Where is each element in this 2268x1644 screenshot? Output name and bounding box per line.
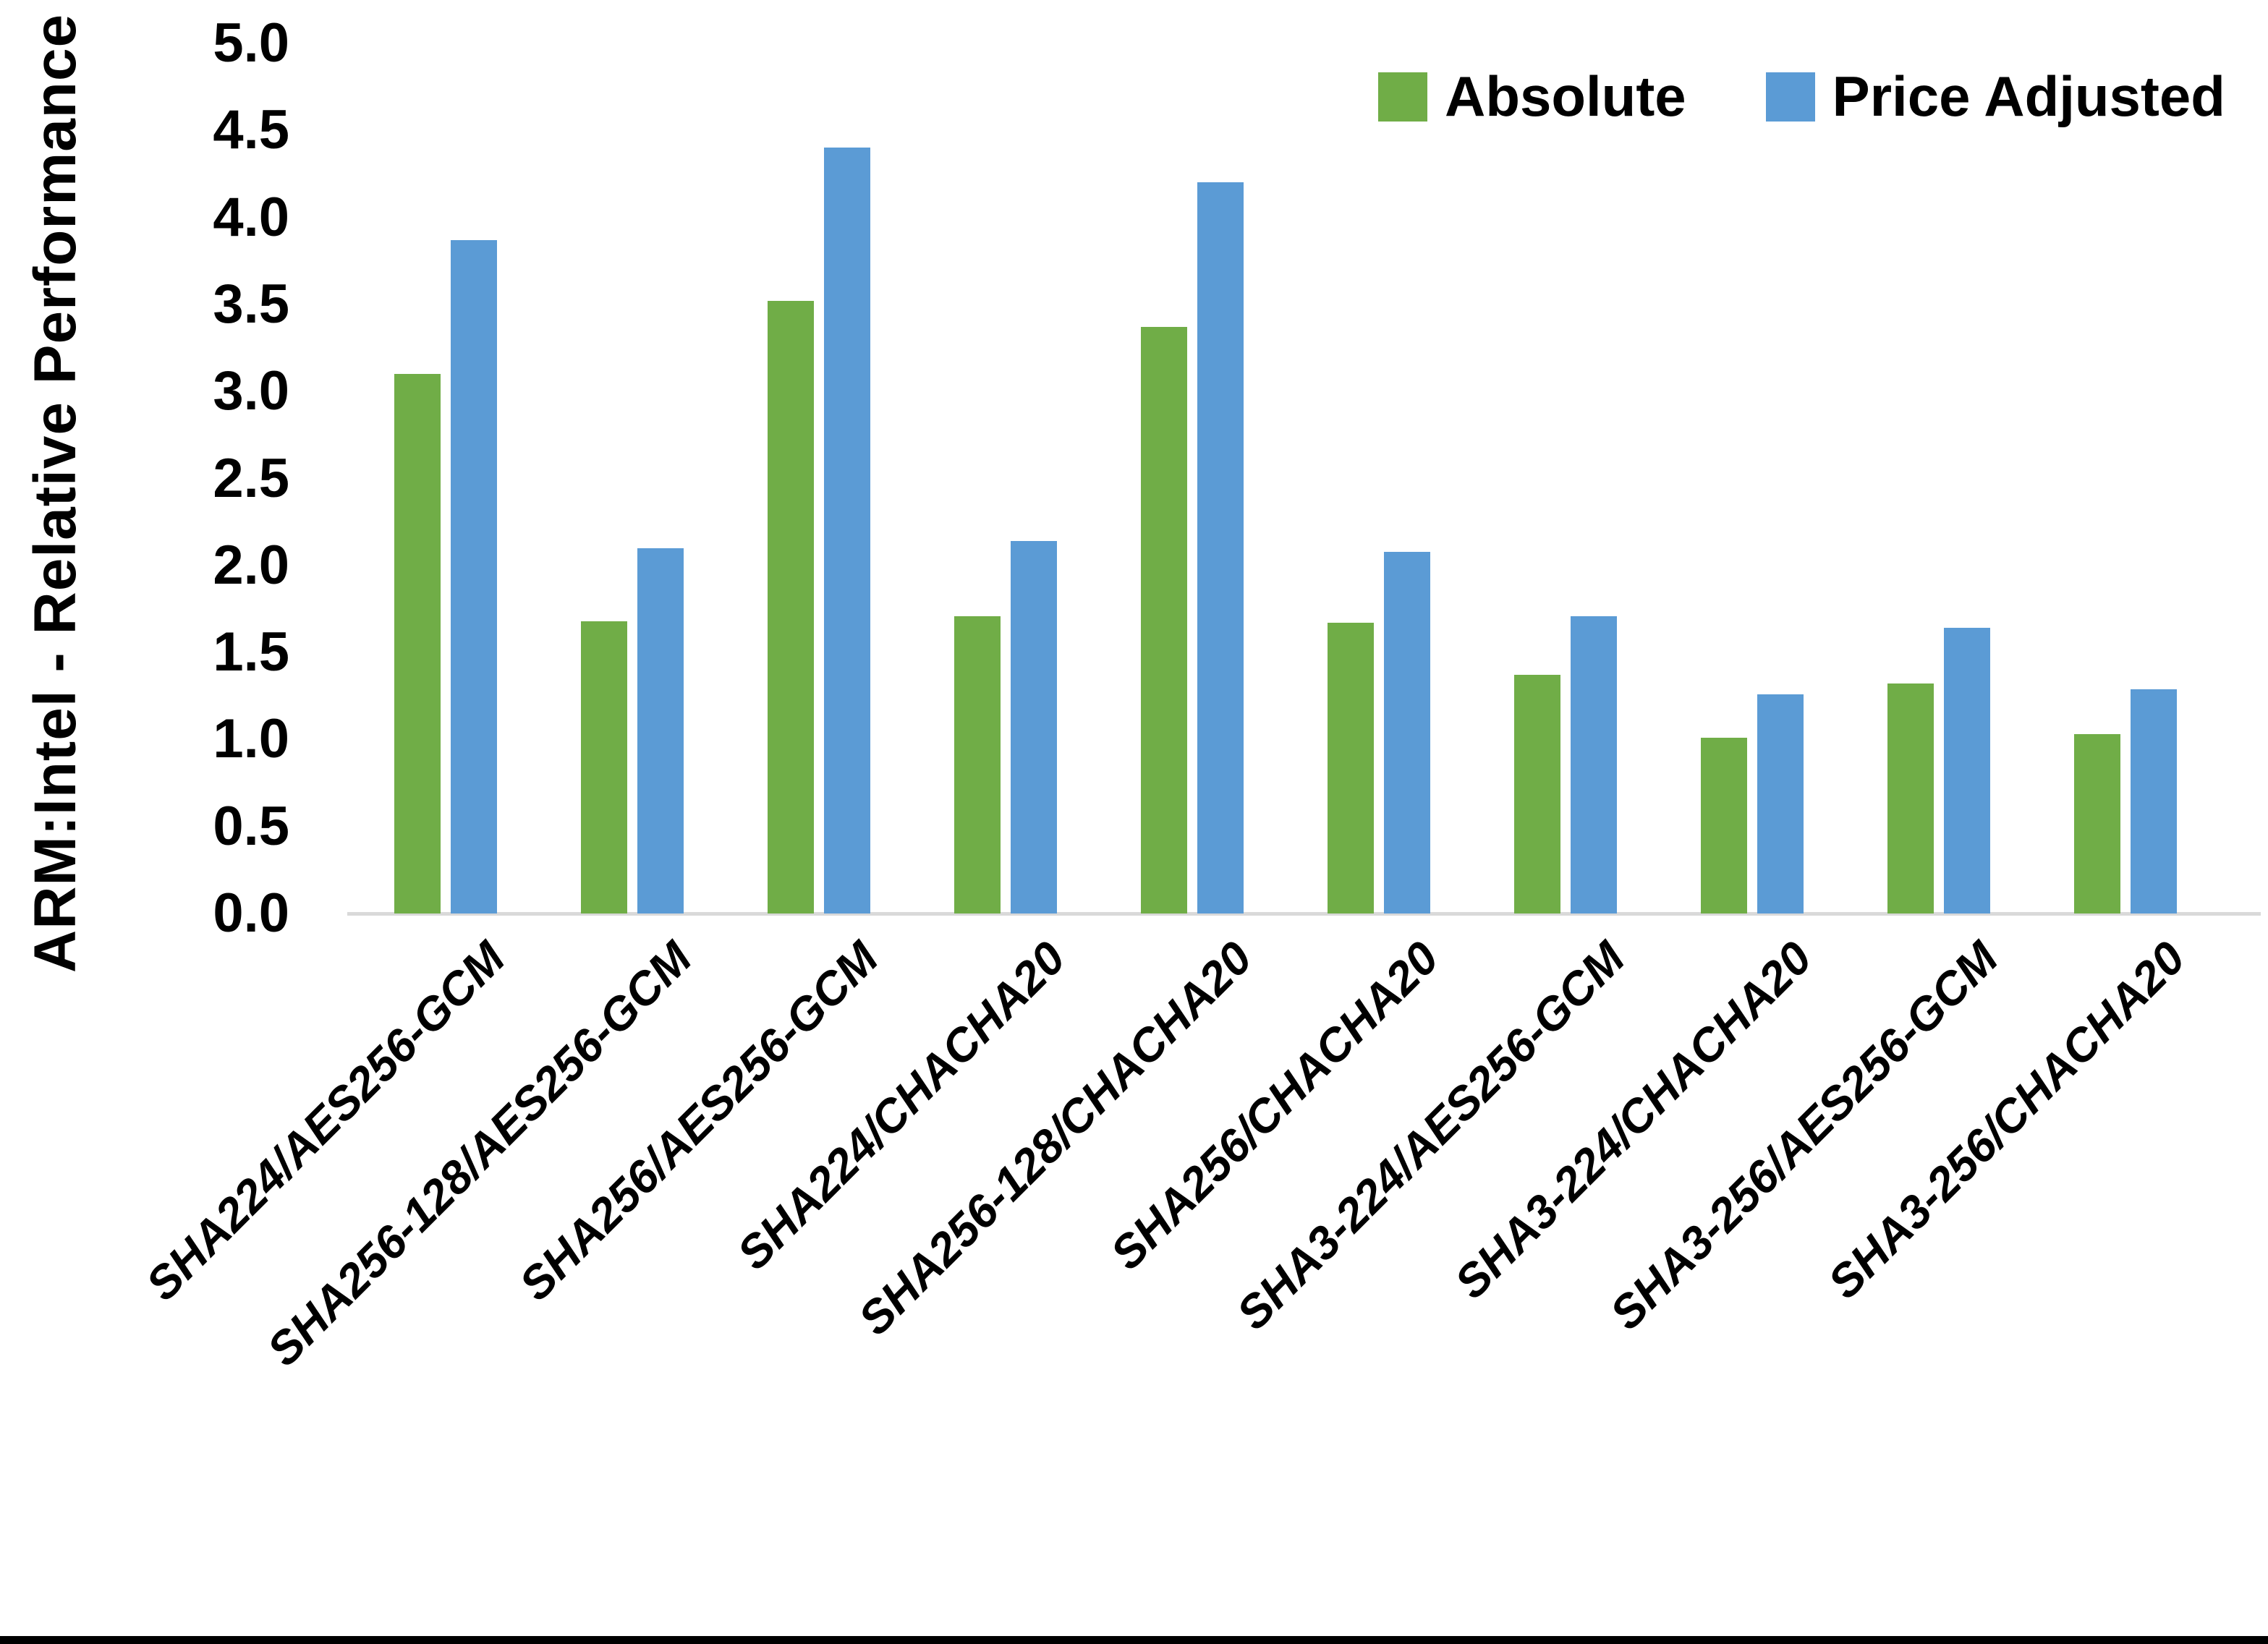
bar-price-adjusted <box>451 239 497 913</box>
y-tick-label: 3.0 <box>213 360 289 422</box>
y-tick-label: 1.5 <box>213 621 289 683</box>
y-tick-label: 3.5 <box>213 273 289 335</box>
x-category-label: SHA3-224/AES256-GCM <box>1226 932 1635 1340</box>
x-category-label: SHA3-256/AES256-GCM <box>1600 932 2008 1340</box>
bar-absolute <box>1328 623 1374 913</box>
bar-absolute <box>1887 683 1934 913</box>
legend: Absolute Price Adjusted <box>1378 64 2225 129</box>
bar-absolute <box>1141 327 1187 913</box>
bar-price-adjusted <box>1011 541 1057 913</box>
y-tick-label: 0.0 <box>213 882 289 944</box>
bar-price-adjusted <box>1384 551 1430 913</box>
x-category-label: SHA256-128/CHACHA20 <box>848 932 1262 1345</box>
legend-swatch-icon <box>1765 72 1815 122</box>
bar-absolute <box>2074 734 2120 913</box>
x-category-label: SHA224/AES256-GCM <box>136 932 515 1311</box>
legend-swatch-icon <box>1378 72 1427 122</box>
y-tick-label: 1.0 <box>213 708 289 770</box>
y-axis-title: ARM:Intel - Relative Performance <box>22 13 88 973</box>
legend-item: Price Adjusted <box>1765 64 2225 129</box>
bar-price-adjusted <box>1197 182 1244 913</box>
x-category-label: SHA256/AES256-GCM <box>509 932 888 1311</box>
bar-absolute <box>581 621 627 913</box>
legend-label: Price Adjusted <box>1832 64 2225 128</box>
y-tick-label: 2.0 <box>213 534 289 596</box>
bar-price-adjusted <box>824 148 870 913</box>
y-tick-label: 4.0 <box>213 186 289 248</box>
y-tick-label: 4.5 <box>213 99 289 161</box>
bottom-border-line <box>0 1636 2268 1644</box>
legend-item: Absolute <box>1378 64 1686 129</box>
x-category-label: SHA3-256/CHACHA20 <box>1817 932 2195 1309</box>
y-tick-label: 5.0 <box>213 12 289 74</box>
y-tick-label: 0.5 <box>213 795 289 857</box>
bar-absolute <box>1701 737 1747 913</box>
bar-absolute <box>394 374 441 913</box>
bar-absolute <box>954 616 1001 913</box>
x-category-label: SHA224/CHACHA20 <box>726 932 1075 1279</box>
bar-price-adjusted <box>1944 628 1990 913</box>
x-category-label: SHA256/CHACHA20 <box>1100 932 1448 1279</box>
bar-price-adjusted <box>2131 689 2177 913</box>
x-axis-line <box>347 912 2261 916</box>
x-category-label: SHA3-224/CHACHA20 <box>1444 932 1822 1309</box>
bar-absolute <box>1514 675 1560 913</box>
bar-price-adjusted <box>1571 616 1617 913</box>
bar-absolute <box>768 301 814 913</box>
bar-price-adjusted <box>1757 694 1804 913</box>
y-tick-label: 2.5 <box>213 447 289 509</box>
legend-label: Absolute <box>1445 64 1686 128</box>
bar-price-adjusted <box>637 548 684 913</box>
